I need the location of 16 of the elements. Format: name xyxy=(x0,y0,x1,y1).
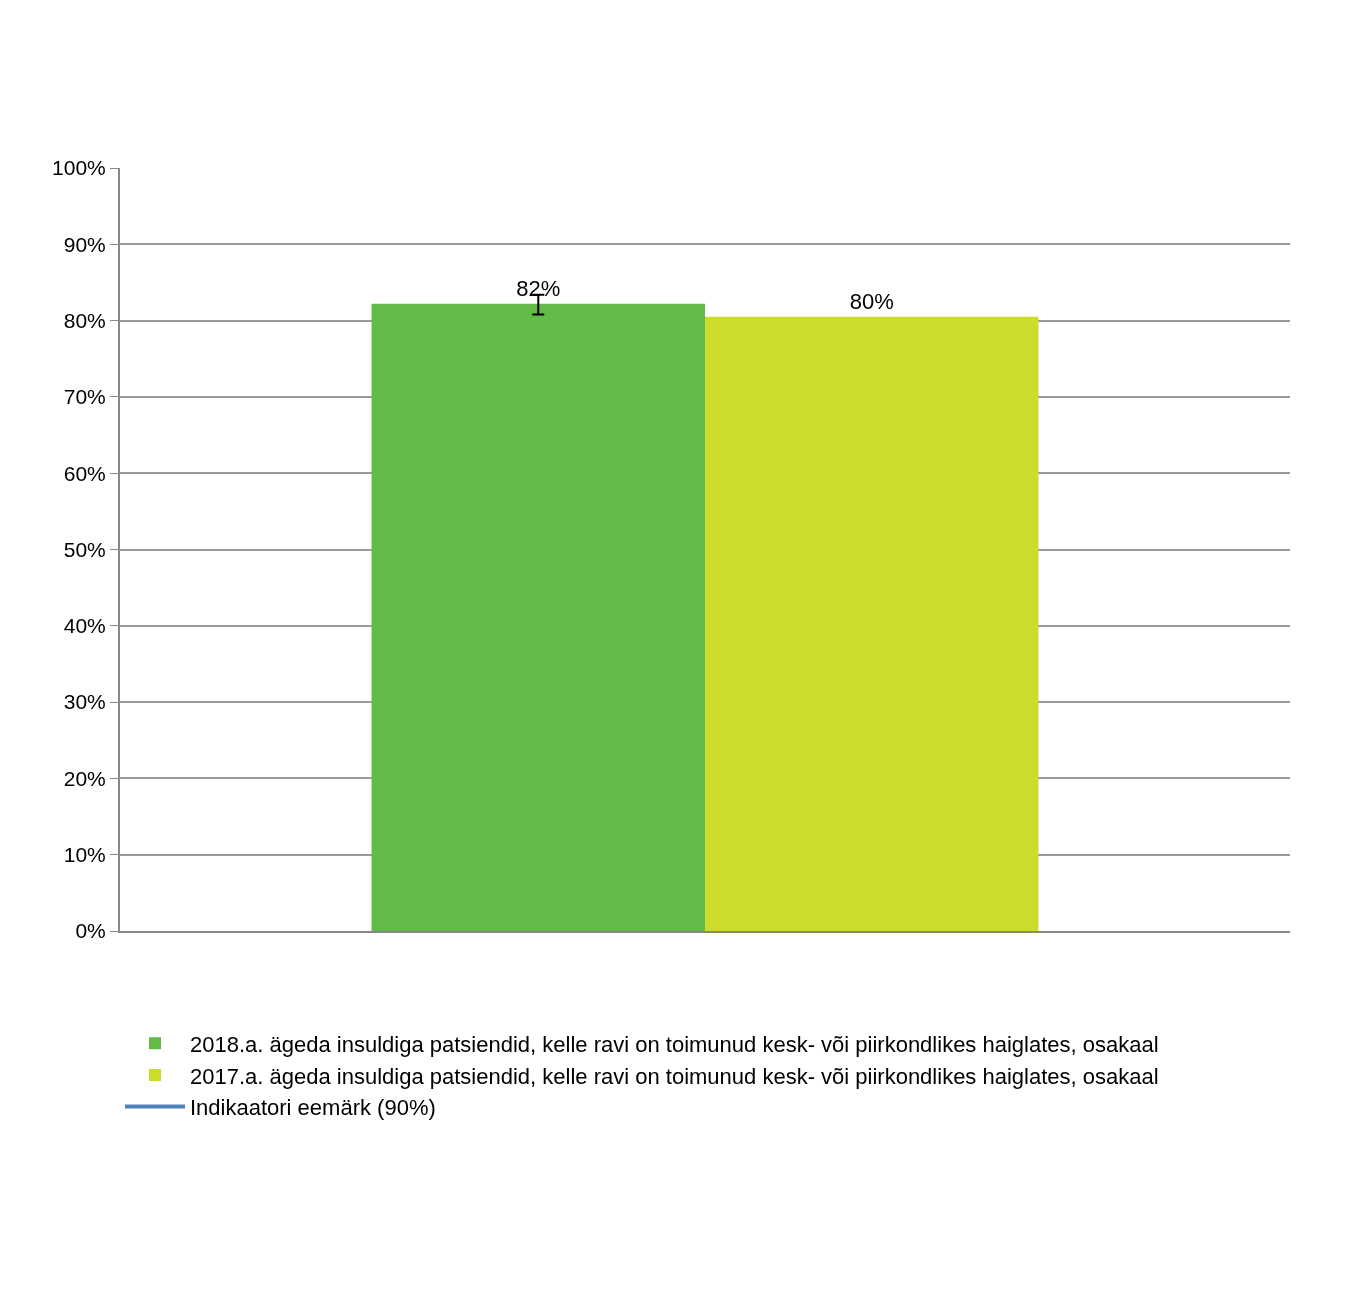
y-tick-label: 50% xyxy=(63,537,106,561)
data-label: 80% xyxy=(849,288,894,314)
y-tick-label: 60% xyxy=(63,461,106,485)
data-label: 82% xyxy=(516,275,561,301)
y-tick-label: 10% xyxy=(63,843,106,867)
legend-label: Indikaatori eemärk (90%) xyxy=(190,1095,436,1121)
y-tick-label: 40% xyxy=(63,614,106,638)
legend-label: 2017.a. ägeda insuldiga patsiendid, kelle ravi on toimunud kesk- või piirkondlikes haiglates, osakaal xyxy=(190,1063,1159,1089)
y-tick-label: 80% xyxy=(63,308,106,332)
y-tick-label: 70% xyxy=(63,385,106,409)
y-tick-label: 90% xyxy=(63,232,106,256)
legend-label: 2018.a. ägeda insuldiga patsiendid, kelle ravi on toimunud kesk- või piirkondlikes haiglates, osakaal xyxy=(190,1031,1159,1057)
y-tick-label: 30% xyxy=(63,690,106,714)
y-tick-label: 100% xyxy=(52,156,106,180)
y-tick-label: 0% xyxy=(75,919,106,943)
y-tick-label: 20% xyxy=(63,766,106,790)
